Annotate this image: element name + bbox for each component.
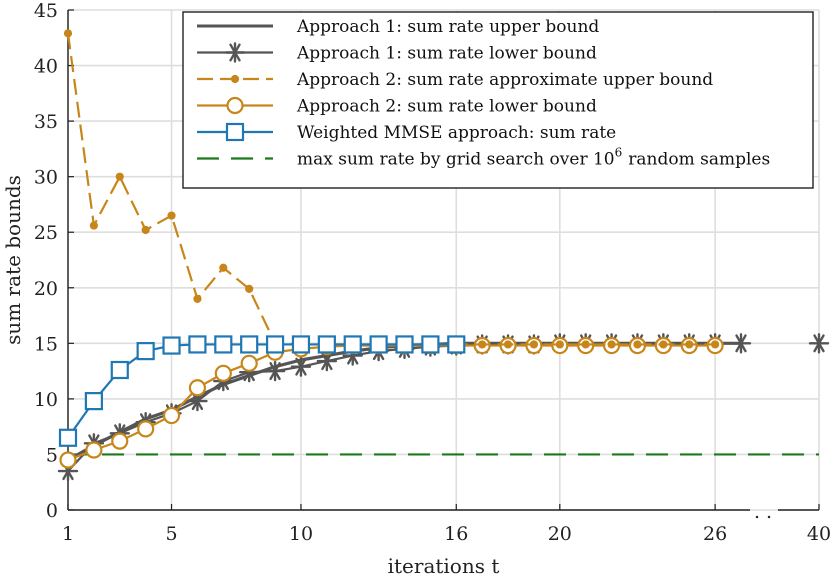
data-point (85, 441, 103, 459)
y-tick-label: 5 (46, 444, 58, 466)
legend-suffix: random samples (628, 150, 770, 170)
data-point (685, 340, 694, 349)
data-point (581, 340, 590, 349)
legend-marker (224, 42, 246, 63)
data-point (421, 335, 440, 354)
data-point (808, 333, 830, 354)
data-point (214, 364, 232, 382)
legend-entry: Weighted MMSE approach: sum rate (197, 122, 616, 143)
y-axis-label: sum rate bounds (1, 175, 25, 345)
data-point (58, 428, 78, 447)
data-point (162, 406, 181, 425)
data-point (188, 379, 207, 397)
data-point (240, 354, 258, 372)
data-point (343, 335, 362, 354)
data-point (317, 335, 336, 354)
y-tick-label: 0 (46, 500, 58, 522)
data-point (290, 356, 312, 377)
legend: Approach 1: sum rate upper bound Approach… (182, 11, 814, 189)
legend-label: Approach 1: sum rate lower bound (296, 44, 597, 64)
data-point (730, 333, 752, 354)
legend-label: max sum rate by grid search over 106 rand… (297, 146, 770, 170)
data-point (316, 350, 338, 372)
x-tick-label: 20 (548, 523, 572, 545)
legend-entry: Approach 1: sum rate lower bound (197, 42, 597, 64)
y-tick-label: 35 (34, 111, 58, 133)
legend-superscript: 6 (615, 146, 623, 160)
y-tick-label: 10 (34, 389, 58, 411)
data-point (187, 390, 208, 412)
data-point (264, 360, 286, 382)
data-point (219, 263, 228, 272)
data-point (214, 335, 233, 354)
data-point (633, 340, 642, 349)
data-point (188, 335, 207, 354)
y-tick-label: 45 (34, 0, 58, 22)
x-tick-label: 1 (62, 523, 74, 545)
data-point (369, 335, 388, 354)
series-layer (57, 29, 830, 482)
data-point (115, 172, 124, 181)
data-point (59, 451, 77, 469)
x-tick-label: 10 (289, 523, 313, 545)
series-5 (58, 335, 466, 447)
x-axis-break-dots: . . (754, 501, 772, 523)
series-line (67, 343, 457, 439)
legend-entry: Approach 1: sum rate upper bound (197, 17, 599, 37)
data-point (478, 340, 487, 349)
y-tick-label: 25 (34, 222, 58, 244)
data-point (89, 221, 98, 230)
data-point (110, 360, 129, 380)
y-tick-label: 20 (34, 278, 58, 300)
data-point (291, 335, 311, 354)
y-tick-label: 40 (34, 56, 58, 78)
x-tick-label: 26 (703, 523, 727, 545)
data-point (141, 225, 150, 235)
data-point (447, 335, 466, 354)
x-axis-label: iterations t (388, 554, 500, 578)
data-point (395, 335, 414, 354)
data-point (529, 340, 539, 349)
legend-marker (225, 122, 245, 142)
legend-marker (230, 74, 240, 84)
legend-entry: max sum rate by grid search over 106 rand… (197, 146, 770, 170)
x-tick-label: 5 (165, 523, 177, 545)
data-point (245, 284, 254, 293)
legend-box (182, 11, 814, 189)
y-tick-label: 15 (34, 333, 58, 355)
legend-label: Approach 2: sum rate lower bound (296, 97, 597, 117)
data-point (555, 340, 564, 349)
legend-label: Approach 1: sum rate upper bound (296, 17, 599, 37)
data-point (503, 340, 513, 349)
data-point (265, 335, 285, 354)
data-point (240, 335, 259, 354)
x-tick-label: 40 (807, 523, 831, 545)
data-point (84, 392, 103, 411)
data-point (193, 294, 202, 303)
x-tick-label: 16 (444, 523, 468, 545)
legend-label: Approach 2: sum rate approximate upper b… (296, 70, 713, 90)
axis-break: . . (754, 501, 772, 523)
data-point (659, 340, 668, 349)
data-point (167, 211, 176, 220)
data-point (607, 340, 616, 349)
legend-entry: Approach 2: sum rate lower bound (197, 97, 597, 117)
y-tick-label: 30 (34, 167, 58, 189)
data-point (137, 420, 155, 438)
data-point (111, 432, 129, 450)
legend-marker (226, 96, 244, 115)
legend-label: Weighted MMSE approach: sum rate (297, 123, 616, 143)
legend-entry: Approach 2: sum rate approximate upper b… (197, 70, 713, 90)
data-point (711, 340, 720, 349)
data-point (136, 342, 155, 361)
data-point (162, 336, 181, 355)
data-point (63, 29, 73, 38)
